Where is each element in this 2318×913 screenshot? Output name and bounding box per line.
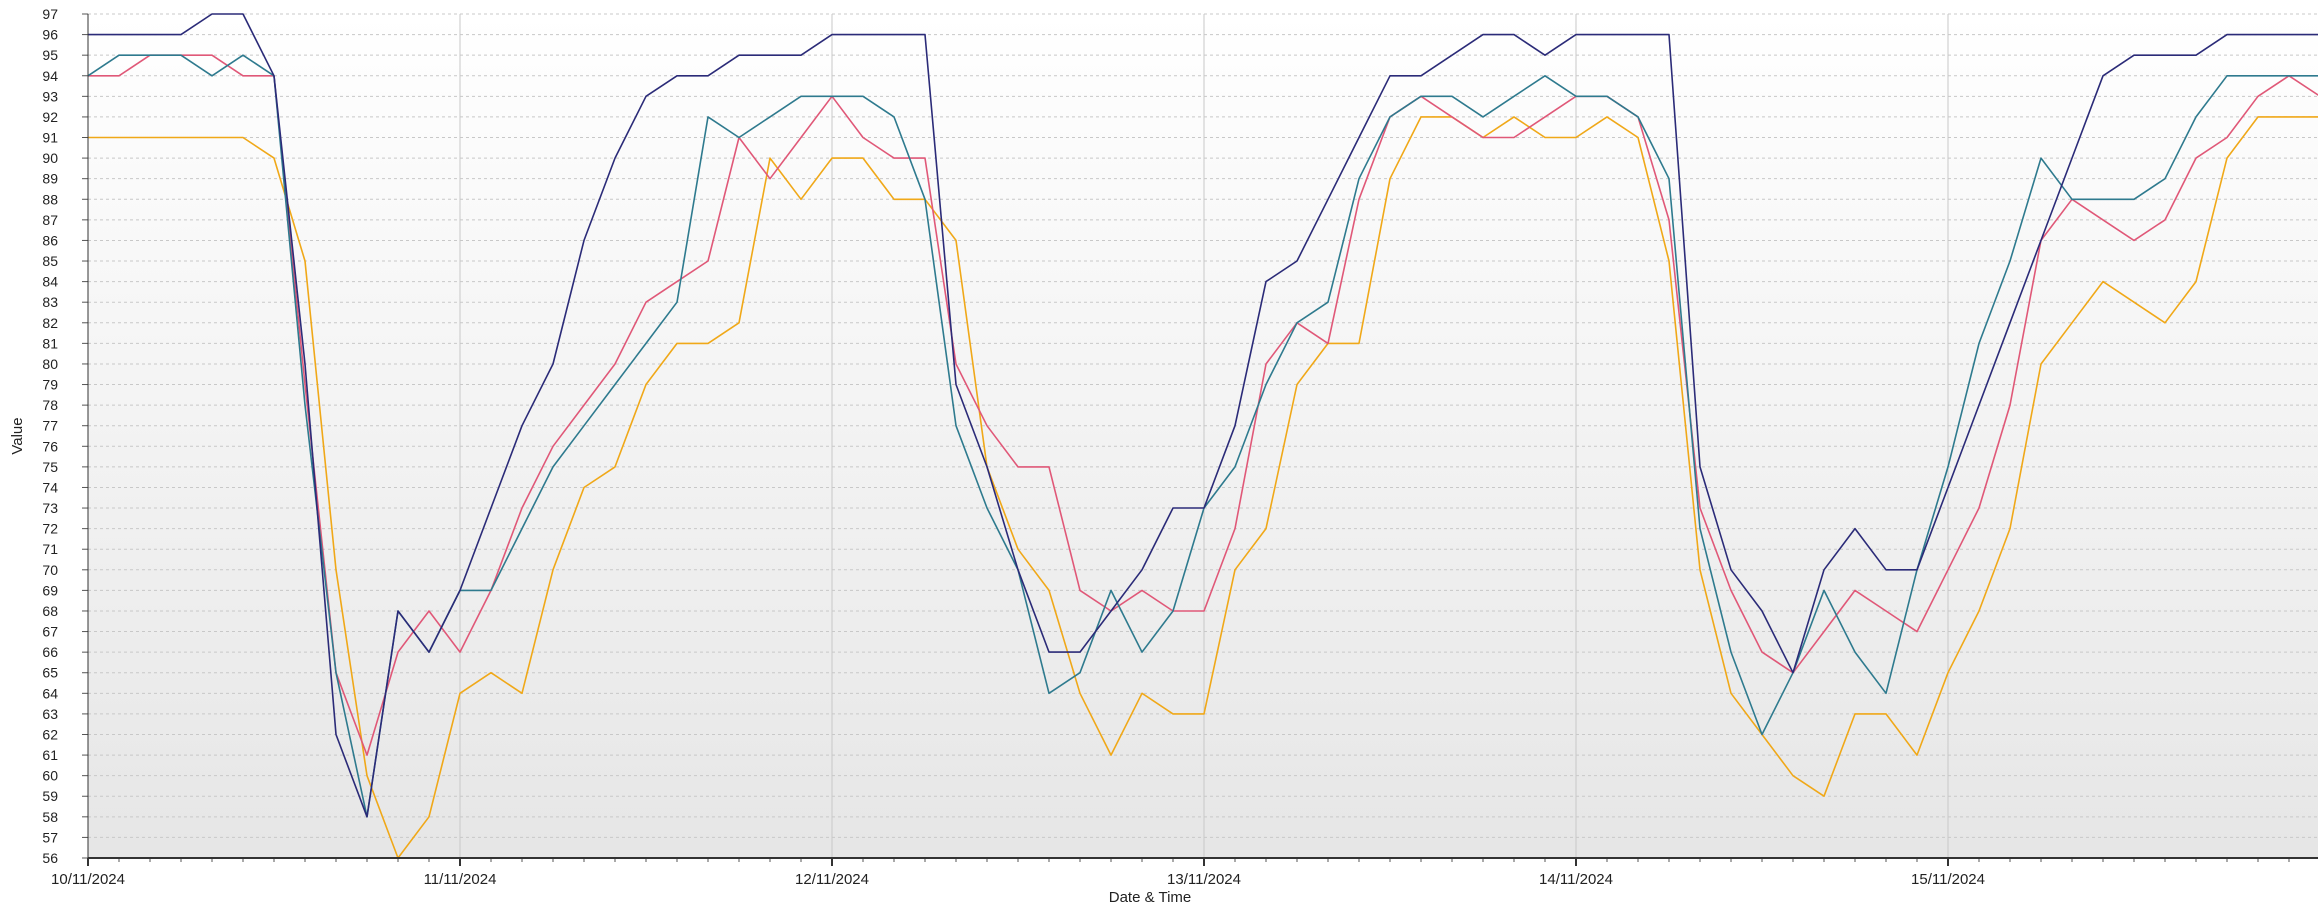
y-tick-label: 96 [42, 27, 58, 43]
series-line-0 [88, 13, 2318, 818]
y-tick-label: 71 [42, 541, 58, 557]
x-tick-label: 10/11/2024 [51, 871, 125, 888]
y-tick-label: 75 [42, 459, 58, 475]
y-tick-label: 60 [42, 768, 58, 784]
y-tick-label: 86 [42, 232, 58, 248]
x-tick-label: 14/11/2024 [1539, 871, 1613, 888]
y-tick-label: 56 [42, 850, 58, 866]
x-tick-label: 12/11/2024 [795, 871, 869, 888]
y-tick-label: 77 [42, 418, 58, 434]
y-tick-label: 59 [42, 788, 58, 804]
y-tick-label: 80 [42, 356, 58, 372]
y-tick-label: 65 [42, 665, 58, 681]
y-tick-label: 69 [42, 582, 58, 598]
y-tick-label: 58 [42, 809, 58, 825]
y-tick-label: 93 [42, 88, 58, 104]
y-tick-label: 95 [42, 47, 58, 63]
x-tick-label: 11/11/2024 [424, 871, 497, 888]
y-tick-label: 68 [42, 603, 58, 619]
y-tick-label: 61 [42, 747, 58, 763]
x-tick-label: 15/11/2024 [1911, 871, 1985, 888]
y-tick-label: 62 [42, 726, 58, 742]
y-tick-label: 83 [42, 294, 58, 310]
series-line-2 [88, 54, 2318, 756]
y-tick-label: 92 [42, 109, 58, 125]
x-tick-label: 13/11/2024 [1167, 871, 1241, 888]
y-tick-label: 78 [42, 397, 58, 413]
y-tick-label: 73 [42, 500, 58, 516]
y-tick-label: 76 [42, 438, 58, 454]
x-axis-title: Date & Time [1109, 889, 1192, 906]
series-line-1 [87, 54, 2318, 818]
y-tick-label: 81 [42, 335, 58, 351]
y-tick-label: 91 [42, 130, 58, 146]
y-tick-label: 70 [42, 562, 58, 578]
y-tick-label: 79 [42, 377, 58, 393]
y-tick-label: 89 [42, 171, 58, 187]
y-tick-label: 64 [42, 685, 58, 701]
y-tick-label: 85 [42, 253, 58, 269]
y-tick-label: 67 [42, 624, 58, 640]
plot-area [88, 14, 2318, 858]
y-tick-label: 97 [42, 6, 58, 22]
y-tick-label: 63 [42, 706, 58, 722]
y-tick-label: 84 [42, 274, 58, 290]
axis-layer: 56 57 58 59 60 61 62 63 64 65 66 67 68 69 70 71 72 73 74 75… [42, 6, 2318, 888]
y-tick-label: 57 [42, 829, 58, 845]
series-layer [87, 13, 2318, 859]
y-tick-label: 88 [42, 191, 58, 207]
series-line-3 [88, 116, 2318, 859]
y-tick-label: 94 [42, 68, 58, 84]
y-tick-label: 72 [42, 521, 58, 537]
y-tick-label: 90 [42, 150, 58, 166]
y-tick-label: 87 [42, 212, 58, 228]
y-tick-label: 66 [42, 644, 58, 660]
y-tick-label: 74 [42, 479, 58, 495]
y-tick-label: 82 [42, 315, 58, 331]
y-axis-title: Value [9, 417, 26, 454]
